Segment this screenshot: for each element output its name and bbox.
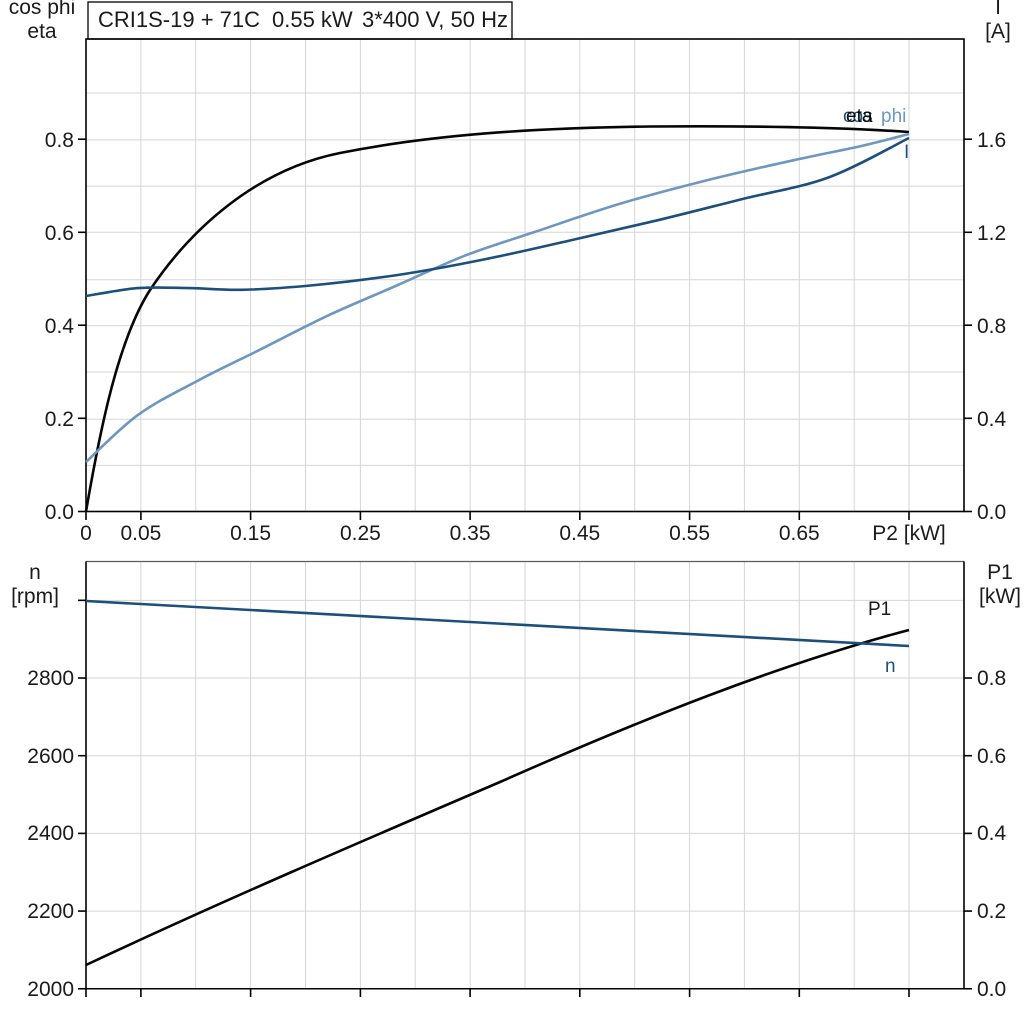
svg-text:0.2: 0.2 — [977, 900, 1006, 923]
svg-text:I: I — [995, 0, 1001, 19]
svg-text:0.0: 0.0 — [977, 501, 1006, 524]
svg-text:0.25: 0.25 — [340, 522, 381, 545]
svg-text:0.35: 0.35 — [450, 522, 491, 545]
svg-text:0.65: 0.65 — [779, 522, 820, 545]
svg-text:0.8: 0.8 — [977, 667, 1006, 690]
svg-text:0.55 kW: 0.55 kW — [272, 7, 353, 32]
svg-text:0.6: 0.6 — [45, 222, 74, 245]
svg-text:2400: 2400 — [27, 822, 74, 845]
svg-text:1.2: 1.2 — [977, 222, 1006, 245]
svg-text:cos phi: cos phi — [9, 0, 76, 19]
svg-text:I: I — [904, 142, 909, 163]
svg-text:0.05: 0.05 — [120, 522, 161, 545]
svg-text:1.6: 1.6 — [977, 129, 1006, 152]
svg-text:0.45: 0.45 — [559, 522, 600, 545]
svg-text:0.8: 0.8 — [45, 129, 74, 152]
svg-text:0.55: 0.55 — [669, 522, 710, 545]
svg-text:n: n — [885, 656, 896, 677]
svg-text:0.15: 0.15 — [230, 522, 271, 545]
svg-text:0.0: 0.0 — [977, 978, 1006, 1001]
svg-text:0.8: 0.8 — [977, 315, 1006, 338]
svg-text:2800: 2800 — [27, 667, 74, 690]
svg-text:P1: P1 — [987, 561, 1013, 584]
svg-text:CRI1S-19 + 71C: CRI1S-19 + 71C — [98, 7, 260, 32]
svg-text:0.2: 0.2 — [45, 408, 74, 431]
svg-text:n: n — [29, 561, 41, 584]
svg-text:2600: 2600 — [27, 745, 74, 768]
svg-text:0: 0 — [80, 522, 92, 545]
svg-text:eta: eta — [846, 106, 873, 127]
svg-text:P2 [kW]: P2 [kW] — [872, 522, 946, 545]
svg-text:3*400 V, 50 Hz: 3*400 V, 50 Hz — [362, 7, 508, 32]
svg-text:[kW]: [kW] — [979, 585, 1021, 608]
svg-text:P1: P1 — [868, 599, 891, 620]
svg-text:0.6: 0.6 — [977, 745, 1006, 768]
svg-text:phi: phi — [881, 106, 906, 127]
svg-text:[rpm]: [rpm] — [11, 585, 59, 608]
svg-text:2200: 2200 — [27, 900, 74, 923]
svg-text:0.4: 0.4 — [45, 315, 75, 338]
svg-text:eta: eta — [27, 20, 57, 43]
svg-text:0.4: 0.4 — [977, 822, 1007, 845]
svg-text:[A]: [A] — [985, 20, 1011, 43]
svg-text:2000: 2000 — [27, 978, 74, 1001]
svg-text:0.0: 0.0 — [45, 501, 74, 524]
svg-text:0.4: 0.4 — [977, 408, 1007, 431]
